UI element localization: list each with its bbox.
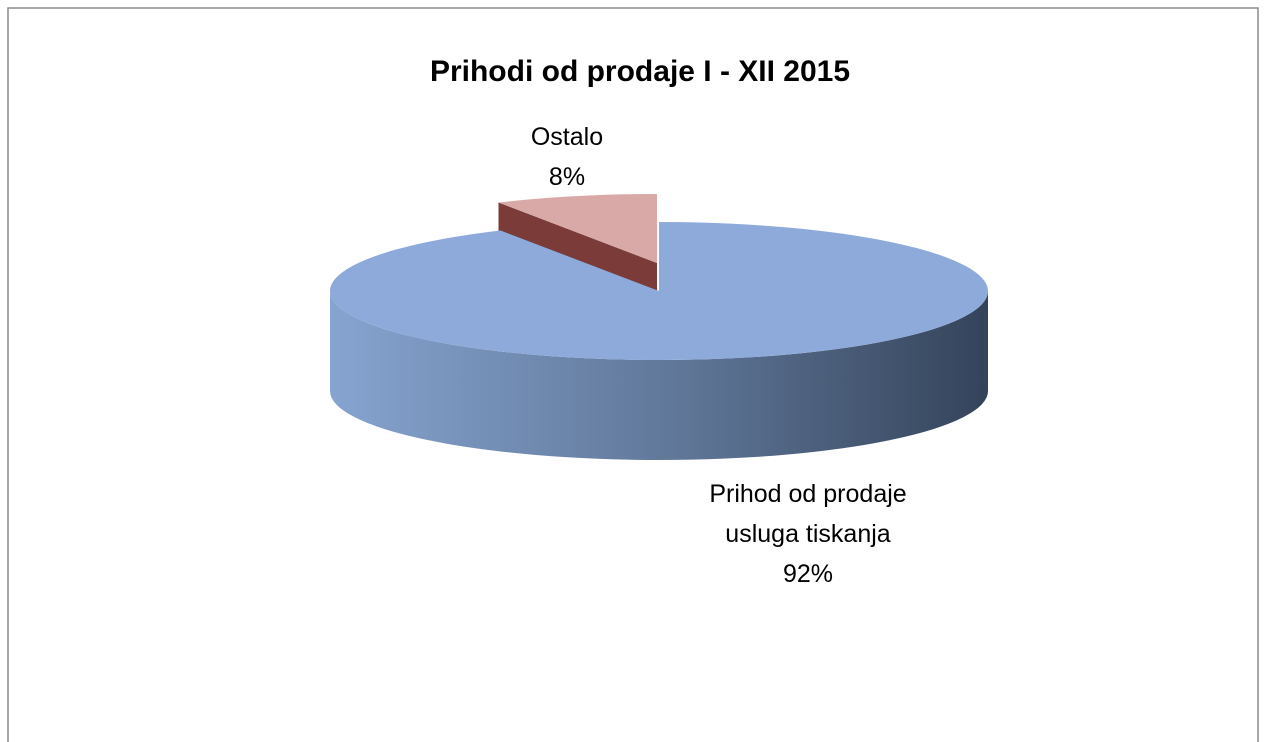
- slice: [498, 194, 658, 263]
- data-label: Prihod od prodaje usluga tiskanja 92%: [688, 474, 928, 594]
- value-label: 8%: [548, 163, 586, 191]
- data-label: Ostalo 8%: [467, 117, 667, 197]
- pie: [330, 194, 988, 460]
- value-label: 92%: [782, 560, 834, 588]
- category-label: Prihod od prodaje usluga tiskanja: [709, 480, 907, 548]
- chart-title: Prihodi od prodaje I - XII 2015: [430, 55, 850, 88]
- slice-side: [330, 291, 988, 460]
- category-label: Ostalo: [530, 123, 604, 151]
- slice: [330, 221, 988, 360]
